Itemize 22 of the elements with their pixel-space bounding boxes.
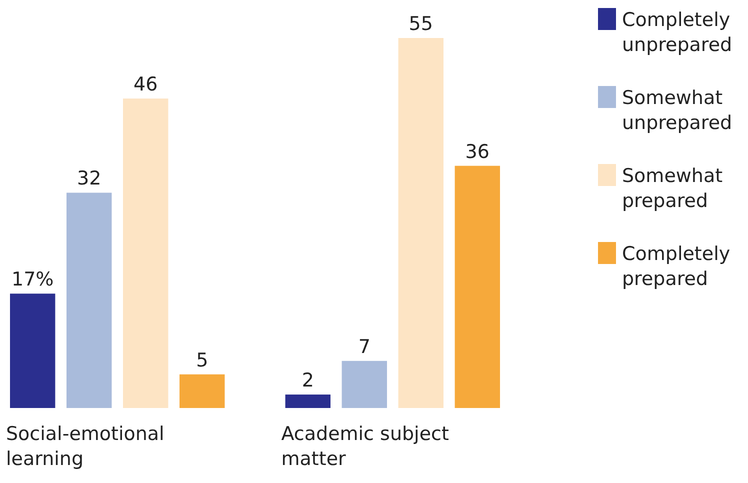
data-label: 55 — [408, 13, 433, 35]
legend-label: Completely prepared — [622, 243, 730, 290]
data-label: 2 — [302, 370, 314, 392]
bar — [285, 394, 330, 408]
legend-label: Somewhat unprepared — [622, 87, 732, 134]
data-label: 5 — [196, 349, 208, 372]
data-label: 7 — [358, 336, 370, 358]
x-tick-label: Academic subject matter — [281, 423, 449, 470]
bar — [123, 98, 168, 408]
data-label: 46 — [134, 74, 158, 96]
bar — [398, 38, 444, 408]
bar — [342, 360, 387, 408]
data-label: 17% — [11, 268, 54, 291]
data-label: 32 — [77, 168, 102, 190]
bar — [66, 192, 112, 408]
legend-label: Completely unprepared — [622, 9, 732, 56]
bar — [180, 374, 225, 408]
bar — [10, 294, 56, 408]
x-tick-label: Social-emotional learning — [6, 423, 164, 470]
legend-label: Somewhat prepared — [622, 165, 723, 212]
data-label: 36 — [465, 140, 490, 163]
bar — [454, 166, 500, 408]
